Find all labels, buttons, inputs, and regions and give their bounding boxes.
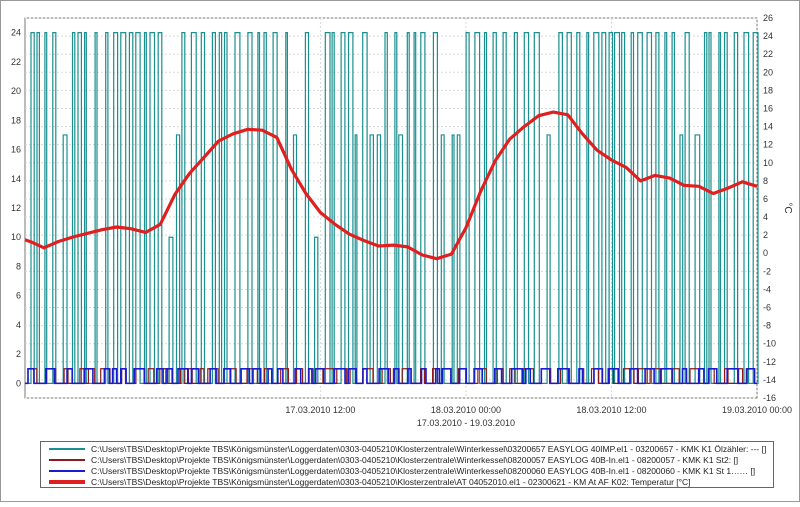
y-right-tick-label: -8 bbox=[763, 321, 771, 331]
y-right-tick-label: -2 bbox=[763, 266, 771, 276]
y-right-tick-label: 2 bbox=[763, 230, 768, 240]
y-right-tick-label: 20 bbox=[763, 67, 773, 77]
y-right-tick-label: 16 bbox=[763, 103, 773, 113]
series-st1-line bbox=[25, 367, 757, 385]
x-tick-label: 18.03.2010 12:00 bbox=[576, 405, 646, 415]
y-right-tick-label: 22 bbox=[763, 49, 773, 59]
legend-entry-st1: C:\Users\TBS\Desktop\Projekte TBS\Königs… bbox=[49, 466, 755, 476]
y-left-tick-label: 12 bbox=[11, 203, 21, 213]
y-left-tick-label: 6 bbox=[16, 291, 21, 301]
y-right-tick-label: 24 bbox=[763, 31, 773, 41]
legend-label: C:\Users\TBS\Desktop\Projekte TBS\Königs… bbox=[91, 444, 767, 454]
y-right-tick-label: -12 bbox=[763, 357, 776, 367]
legend-swatch bbox=[49, 448, 85, 450]
y-right-tick-label: 6 bbox=[763, 194, 768, 204]
x-tick-label: 18.03.2010 00:00 bbox=[431, 405, 501, 415]
y-right-tick-label: 14 bbox=[763, 122, 773, 132]
y-left-tick-label: 14 bbox=[11, 174, 21, 184]
y-right-tick-label: 0 bbox=[763, 248, 768, 258]
y-right-tick-label: 18 bbox=[763, 85, 773, 95]
y-left-tick-label: 24 bbox=[11, 28, 21, 38]
y-right-tick-label: -14 bbox=[763, 375, 776, 385]
legend-swatch bbox=[49, 459, 85, 461]
y-right-tick-label: 10 bbox=[763, 158, 773, 168]
y-left-tick-label: 0 bbox=[16, 378, 21, 388]
x-tick-label: 17.03.2010 12:00 bbox=[285, 405, 355, 415]
y-right-tick-label: -10 bbox=[763, 339, 776, 349]
legend-entry-temperature: C:\Users\TBS\Desktop\Projekte TBS\Königs… bbox=[49, 477, 691, 487]
legend-label: C:\Users\TBS\Desktop\Projekte TBS\Königs… bbox=[91, 466, 756, 476]
y-right-tick-label: 12 bbox=[763, 140, 773, 150]
y-left-tick-label: 22 bbox=[11, 57, 21, 67]
x-range-label: 17.03.2010 - 19.03.2010 bbox=[417, 418, 515, 428]
y-left-tick-label: 18 bbox=[11, 115, 21, 125]
y-right-tick-label: 8 bbox=[763, 176, 768, 186]
y-right-tick-label: 4 bbox=[763, 212, 768, 222]
y-right-tick-label: -6 bbox=[763, 303, 771, 313]
legend-entry-st2: C:\Users\TBS\Desktop\Projekte TBS\Königs… bbox=[49, 455, 738, 465]
y-left-tick-label: 16 bbox=[11, 145, 21, 155]
y-left-tick-label: 10 bbox=[11, 232, 21, 242]
y-right-tick-label: -4 bbox=[763, 284, 771, 294]
series-temperature-line bbox=[24, 110, 758, 261]
y-right-axis-label: °C bbox=[782, 202, 793, 213]
legend: C:\Users\TBS\Desktop\Projekte TBS\Königs… bbox=[40, 441, 774, 488]
legend-label: C:\Users\TBS\Desktop\Projekte TBS\Königs… bbox=[91, 477, 691, 487]
x-tick-label: 19.03.2010 00:00 bbox=[722, 405, 792, 415]
y-right-tick-label: -16 bbox=[763, 393, 776, 403]
legend-swatch bbox=[49, 470, 85, 472]
legend-label: C:\Users\TBS\Desktop\Projekte TBS\Königs… bbox=[91, 455, 739, 465]
legend-entry-oil-meter: C:\Users\TBS\Desktop\Projekte TBS\Königs… bbox=[49, 444, 766, 454]
y-left-tick-label: 2 bbox=[16, 349, 21, 359]
y-left-tick-label: 8 bbox=[16, 261, 21, 271]
y-right-tick-label: 26 bbox=[763, 13, 773, 23]
legend-swatch bbox=[49, 480, 85, 484]
y-left-tick-label: 20 bbox=[11, 86, 21, 96]
y-left-tick-label: 4 bbox=[16, 320, 21, 330]
